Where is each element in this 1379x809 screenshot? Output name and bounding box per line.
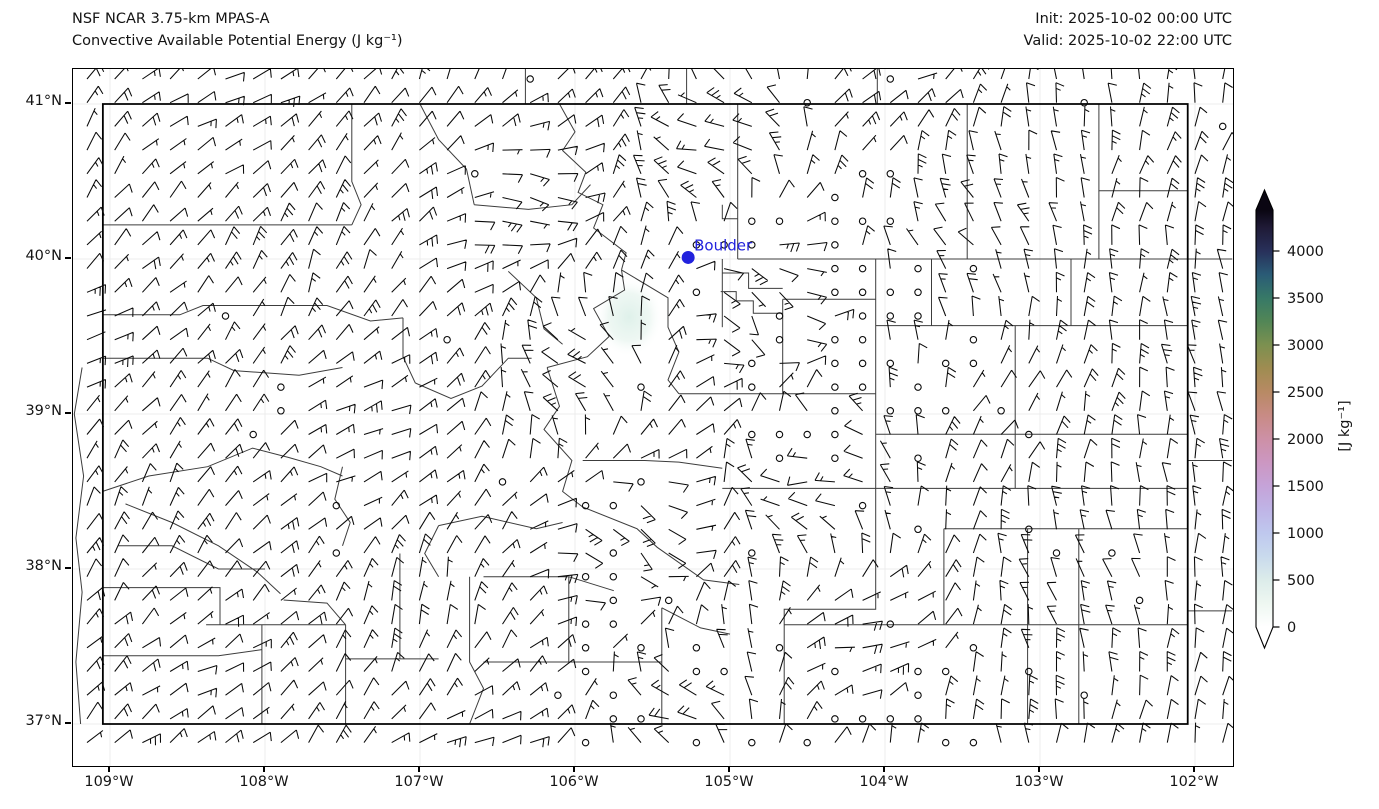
boulder-marker xyxy=(681,250,695,264)
wind-barbs-layer xyxy=(86,69,1233,748)
colorbar-ticks: 0 500 1000 1500 2000 2500 3000 3500 4000 xyxy=(1273,244,1324,636)
y-axis-tick-label: 39°N xyxy=(25,403,62,419)
colorbar-under-arrow xyxy=(1256,627,1273,648)
colorbar-unit-label: [J kg⁻¹] xyxy=(1337,400,1353,452)
colorbar-tick-label: 500 xyxy=(1287,573,1315,589)
colorbar-tick-label: 2000 xyxy=(1287,432,1324,448)
x-axis-tick xyxy=(573,766,575,772)
variable-title: Convective Available Potential Energy (J… xyxy=(72,33,403,49)
model-title: NSF NCAR 3.75-km MPAS-A xyxy=(72,11,270,27)
colorbar-tick-label: 1500 xyxy=(1287,479,1324,495)
x-axis-tick-label: 104°W xyxy=(859,774,909,790)
init-time-label: Init: 2025-10-02 00:00 UTC xyxy=(1035,11,1232,27)
x-axis-tick xyxy=(883,766,885,772)
x-axis-tick xyxy=(263,766,265,772)
x-axis-tick xyxy=(418,766,420,772)
x-axis-tick-label: 105°W xyxy=(704,774,754,790)
x-axis-tick-label: 109°W xyxy=(84,774,134,790)
map-plot-area: Boulder xyxy=(72,68,1234,767)
y-axis-tick xyxy=(65,102,71,104)
x-axis-tick xyxy=(1193,766,1195,772)
y-axis-tick xyxy=(65,257,71,259)
y-axis-tick-label: 40°N xyxy=(25,248,62,264)
colorbar: 0 500 1000 1500 2000 2500 3000 3500 4000 xyxy=(1255,188,1324,650)
x-axis-tick-label: 103°W xyxy=(1014,774,1064,790)
x-axis-tick-label: 108°W xyxy=(239,774,289,790)
state-border xyxy=(101,103,1189,725)
colorbar-gradient xyxy=(1256,210,1273,627)
x-axis-tick xyxy=(728,766,730,772)
graticule xyxy=(73,69,1233,766)
x-axis-tick-label: 102°W xyxy=(1169,774,1219,790)
county-borders xyxy=(73,69,1233,725)
y-axis-tick-label: 37°N xyxy=(25,713,62,729)
colorbar-tick-label: 3500 xyxy=(1287,291,1324,307)
x-axis-tick xyxy=(1038,766,1040,772)
valid-time-label: Valid: 2025-10-02 22:00 UTC xyxy=(1023,33,1232,49)
colorbar-tick-label: 2500 xyxy=(1287,385,1324,401)
x-axis-tick xyxy=(108,766,110,772)
y-axis-tick xyxy=(65,412,71,414)
y-axis-tick-label: 38°N xyxy=(25,558,62,574)
colorbar-tick-label: 3000 xyxy=(1287,338,1324,354)
map-svg: Boulder xyxy=(73,69,1233,766)
colorbar-tick-label: 0 xyxy=(1287,620,1296,636)
y-axis-tick-label: 41°N xyxy=(25,93,62,109)
x-axis-tick-label: 106°W xyxy=(549,774,599,790)
calm-circles-layer xyxy=(221,75,1227,747)
colorbar-over-arrow xyxy=(1256,190,1273,210)
y-axis-tick xyxy=(65,567,71,569)
colorbar-tick-label: 4000 xyxy=(1287,244,1324,260)
colorbar-tick-label: 1000 xyxy=(1287,526,1324,542)
y-axis-tick xyxy=(65,722,71,724)
x-axis-tick-label: 107°W xyxy=(394,774,444,790)
boulder-label: Boulder xyxy=(694,236,753,254)
